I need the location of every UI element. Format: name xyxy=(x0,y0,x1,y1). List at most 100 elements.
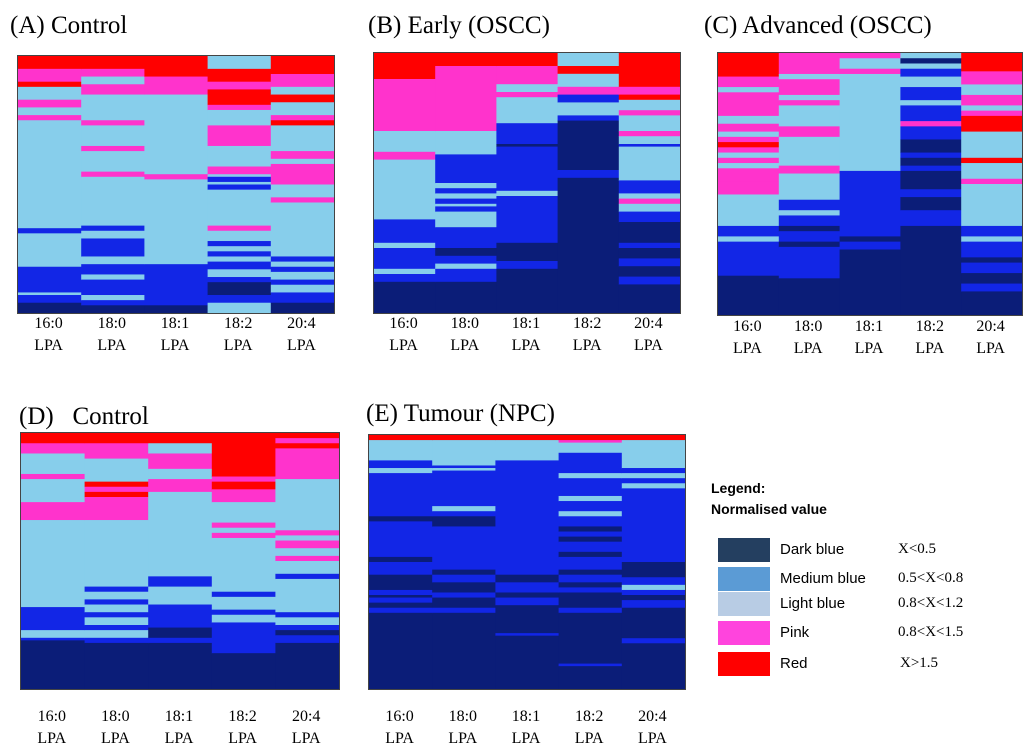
heatmap-cell-b-4-9 xyxy=(618,146,680,181)
heatmap-cell-a-1-8 xyxy=(81,151,145,173)
heatmap-cell-c-0-10 xyxy=(718,152,780,159)
heatmap-cell-c-0-19 xyxy=(718,275,780,315)
heatmap-cell-e-4-10 xyxy=(621,589,685,596)
legend-item-pink: Pink 0.8<X<1.5 xyxy=(718,621,1018,647)
heatmap-cell-b-2-1 xyxy=(496,66,559,85)
heatmap-cell-e-1-11 xyxy=(432,582,496,593)
legend-item-light-blue: Light blue 0.8<X<1.2 xyxy=(718,592,1018,618)
heatmap-cell-c-2-5 xyxy=(839,236,901,243)
column-label-e-2: 18:1 LPA xyxy=(496,706,556,750)
heatmap-cell-e-4-2 xyxy=(621,468,685,474)
heatmap-cell-b-1-3 xyxy=(435,154,497,184)
heatmap-cell-e-4-6 xyxy=(621,488,685,563)
heatmap-cell-a-4-21 xyxy=(270,302,334,313)
heatmap-cell-b-2-11 xyxy=(496,261,559,270)
heatmap-cell-b-1-7 xyxy=(435,198,497,205)
heatmap-cell-e-0-9 xyxy=(369,574,433,591)
heatmap-cell-c-0-1 xyxy=(718,76,780,88)
heatmap-cell-b-1-13 xyxy=(435,255,497,265)
heatmap-cell-a-4-15 xyxy=(270,261,334,268)
heatmap-cell-e-4-14 xyxy=(621,638,685,644)
column-label-e-0: 16:0 LPA xyxy=(370,706,430,750)
legend-range: 0.8<X<1.2 xyxy=(898,595,964,611)
heatmap-cell-d-2-8 xyxy=(148,604,213,629)
heatmap-cell-b-3-5 xyxy=(557,102,620,116)
heatmap-cell-b-1-2 xyxy=(435,131,497,155)
heatmap-cell-e-0-13 xyxy=(369,602,433,609)
heatmap-cell-a-4-7 xyxy=(270,125,334,152)
heatmap-cell-b-0-8 xyxy=(374,268,436,275)
heatmap-cell-b-1-10 xyxy=(435,211,497,228)
heatmap-cell-c-4-19 xyxy=(961,291,1022,315)
column-label-c-3: 18:2 LPA xyxy=(900,316,960,360)
heatmap-cell-d-0-8 xyxy=(21,630,86,639)
heatmap-cell-c-0-2 xyxy=(718,87,780,93)
heatmap-cell-b-4-5 xyxy=(618,115,680,132)
heatmap-cell-c-0-3 xyxy=(718,92,780,117)
heatmap-cell-e-4-12 xyxy=(621,600,685,609)
heatmap-cell-b-3-4 xyxy=(557,94,620,103)
heatmap-cell-b-2-2 xyxy=(496,84,559,93)
heatmap-cell-e-3-6 xyxy=(558,495,623,502)
panel-title-c: (C) Advanced (OSCC) xyxy=(704,12,932,39)
heatmap-cell-c-1-12 xyxy=(778,215,841,227)
column-label-line2: LPA xyxy=(448,730,478,747)
heatmap-cell-a-1-16 xyxy=(81,274,145,281)
heatmap-cell-d-4-12 xyxy=(275,578,339,613)
column-label-e-4: 20:4 LPA xyxy=(622,706,682,750)
heatmap-cell-e-4-5 xyxy=(621,483,685,489)
heatmap-cell-e-0-8 xyxy=(369,562,433,576)
heatmap-cell-c-3-2 xyxy=(900,63,962,70)
heatmap-cell-b-1-16 xyxy=(435,281,497,313)
heatmap-cell-c-3-7 xyxy=(900,105,962,122)
heatmap-cell-c-0-8 xyxy=(718,142,780,148)
heatmap-cell-c-1-8 xyxy=(778,165,841,175)
heatmap-cell-d-3-0 xyxy=(211,433,276,478)
heatmap-cell-b-4-0 xyxy=(618,53,680,88)
column-label-line1: 16:0 xyxy=(37,708,67,725)
heatmap-cell-b-2-8 xyxy=(496,190,559,197)
heatmap-cell-e-3-8 xyxy=(558,511,623,517)
heatmap-cell-b-3-7 xyxy=(557,120,620,171)
heatmap-cell-a-4-10 xyxy=(270,163,334,185)
heatmap-cell-d-2-0 xyxy=(148,433,213,444)
heatmap-cell-b-4-8 xyxy=(618,144,680,148)
heatmap-cell-a-0-5 xyxy=(18,107,82,116)
heatmap-cell-b-3-6 xyxy=(557,115,620,122)
heatmap-cell-a-1-12 xyxy=(81,230,145,239)
column-label-line2: LPA xyxy=(450,337,480,354)
heatmap-cell-a-4-4 xyxy=(270,102,334,116)
heatmap-cell-e-3-3 xyxy=(558,452,623,474)
heatmap-cell-e-1-9 xyxy=(432,569,496,576)
heatmap-cell-a-3-18 xyxy=(207,251,272,257)
heatmap-cell-e-4-0 xyxy=(621,435,685,441)
heatmap-cell-e-3-24 xyxy=(558,666,623,689)
column-label-line2: LPA xyxy=(915,340,945,357)
heatmap-cell-a-4-5 xyxy=(270,115,334,121)
column-label-line2: LPA xyxy=(638,730,667,747)
heatmap-cell-e-0-14 xyxy=(369,607,433,614)
heatmap-cell-d-2-11 xyxy=(148,642,213,689)
column-label-d-2: 18:1 LPA xyxy=(149,706,209,750)
heatmap-cell-c-4-10 xyxy=(961,178,1022,185)
heatmap-cell-b-4-18 xyxy=(618,258,680,267)
heatmap-cell-b-3-3 xyxy=(557,86,620,96)
heatmap-cell-e-4-15 xyxy=(621,643,685,689)
heatmap-cell-c-0-5 xyxy=(718,123,780,133)
heatmap-cell-c-0-18 xyxy=(718,241,780,277)
heatmap-cell-e-4-11 xyxy=(621,595,685,601)
heatmap-cell-b-4-3 xyxy=(618,99,680,111)
heatmap-cell-c-0-11 xyxy=(718,157,780,164)
heatmap-cell-e-4-1 xyxy=(621,440,685,469)
heatmap-cell-a-0-9 xyxy=(18,233,82,268)
heatmap-cell-e-0-0 xyxy=(369,435,433,441)
heatmap-cell-d-1-4 xyxy=(84,486,149,493)
heatmap-cell-c-3-10 xyxy=(900,139,962,154)
heatmap-cell-d-1-17 xyxy=(84,642,149,689)
legend-label: Pink xyxy=(780,624,810,641)
heatmap-cell-a-1-15 xyxy=(81,264,145,275)
heatmap-cell-b-1-6 xyxy=(435,193,497,200)
heatmap-cell-a-4-3 xyxy=(270,94,334,103)
heatmap-cell-a-3-6 xyxy=(207,125,272,147)
heatmap-cell-d-0-0 xyxy=(21,433,86,444)
